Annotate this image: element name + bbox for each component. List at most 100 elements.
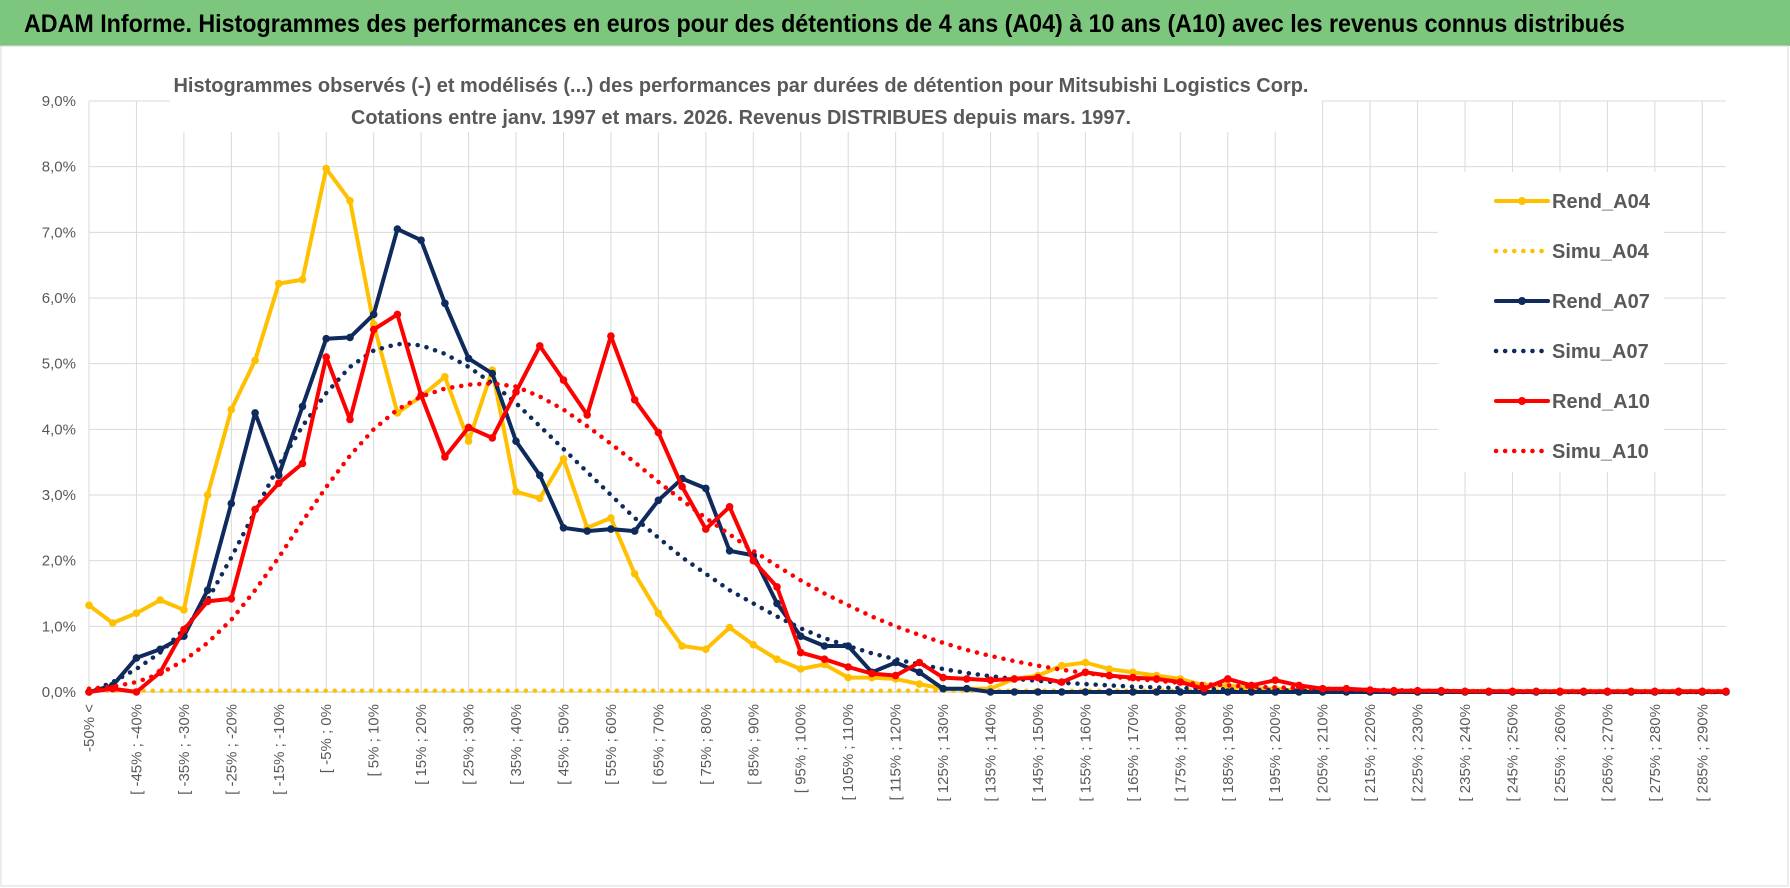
x-tick-label: [ -5% ; 0% (318, 704, 335, 773)
series-line-simu-a07 (86, 341, 1729, 695)
data-point (1247, 681, 1256, 690)
data-point (939, 673, 947, 682)
data-point (796, 648, 805, 657)
data-point (773, 655, 781, 663)
data-point (915, 680, 924, 688)
x-tick-label: [ 105% ; 110% (840, 704, 857, 800)
x-tick-label: [ 235% ; 240% (1457, 704, 1474, 802)
x-tick-label: [ 275% ; 280% (1647, 704, 1664, 802)
data-point (820, 660, 829, 669)
data-point (939, 684, 947, 693)
legend-marker (1518, 297, 1526, 305)
data-point (583, 411, 591, 419)
data-point (630, 570, 639, 578)
chart-title: Histogrammes observés (-) et modélisés (… (170, 70, 1322, 132)
y-tick-label: 7,0% (42, 224, 76, 241)
data-point (986, 688, 995, 696)
data-point (180, 606, 188, 614)
data-point (725, 547, 734, 555)
data-point (607, 332, 615, 340)
data-point (322, 353, 331, 361)
chart-title-line-1: Histogrammes observés (-) et modélisés (… (174, 75, 1309, 97)
x-tick-label: [ 185% ; 190% (1220, 704, 1237, 802)
x-tick-label: [ 195% ; 200% (1267, 704, 1284, 802)
data-point (156, 596, 164, 604)
data-point (536, 342, 544, 350)
data-point (559, 376, 568, 384)
legend-label: Rend_A10 (1552, 391, 1650, 413)
data-point (702, 484, 710, 493)
data-point (702, 645, 710, 654)
data-point (512, 437, 520, 446)
series-lines (85, 164, 1730, 696)
x-tick-label: [ -35% ; -30% (176, 704, 193, 795)
data-point (275, 471, 283, 480)
x-tick-label: [ 245% ; 250% (1504, 704, 1521, 802)
data-point (180, 625, 188, 634)
data-point (393, 310, 402, 319)
data-point (963, 684, 971, 693)
data-point (1057, 678, 1066, 686)
data-point (1152, 688, 1161, 696)
series-line-simu-a10 (86, 381, 1729, 695)
x-tick-label: [ 215% ; 220% (1362, 704, 1379, 802)
legend-background (1438, 172, 1664, 472)
data-point (108, 619, 117, 627)
y-tick-label: 4,0% (42, 421, 76, 438)
data-point (464, 354, 473, 363)
data-point (227, 595, 236, 603)
data-point (1224, 688, 1232, 696)
series-line-rend-a10 (87, 312, 1728, 694)
data-point (796, 632, 805, 640)
data-point (725, 623, 734, 632)
data-point (346, 333, 354, 342)
data-point (749, 556, 758, 565)
report-banner: ADAM Informe. Histogrammes des performan… (0, 0, 1790, 46)
data-point (654, 428, 663, 437)
legend-label: Simu_A10 (1552, 441, 1649, 463)
x-tick-label: [ 65% ; 70% (650, 704, 667, 785)
data-point (227, 405, 236, 414)
data-point (1271, 676, 1279, 684)
data-point (607, 525, 615, 533)
data-point (1224, 675, 1232, 683)
data-point (1081, 688, 1090, 696)
y-tick-label: 3,0% (42, 487, 76, 504)
data-point (536, 471, 544, 480)
data-point (678, 642, 686, 650)
data-point (1200, 684, 1208, 693)
data-point (464, 437, 473, 446)
data-point (654, 609, 663, 617)
data-point (1722, 687, 1730, 696)
data-point (346, 197, 354, 205)
data-point (986, 676, 995, 684)
data-point (630, 396, 639, 404)
x-tick-label: [ -25% ; -20% (223, 704, 240, 795)
data-point (725, 503, 734, 511)
x-tick-label: [ 85% ; 90% (745, 704, 762, 785)
legend-label: Rend_A07 (1552, 291, 1650, 313)
data-point (915, 658, 924, 667)
x-tick-label: [ -15% ; -10% (271, 704, 288, 795)
data-point (891, 671, 900, 680)
data-point (1010, 675, 1019, 683)
data-point (275, 279, 283, 288)
x-tick-label: [ 135% ; 140% (983, 704, 1000, 802)
x-tick-label: [ 25% ; 30% (461, 704, 478, 785)
data-point (85, 688, 93, 696)
data-point (1081, 658, 1090, 667)
data-point (963, 675, 971, 683)
x-tick-label: [ 145% ; 150% (1030, 704, 1047, 802)
data-point (393, 225, 402, 233)
data-point (203, 491, 212, 499)
data-point (298, 402, 307, 411)
x-tick-label: [ 15% ; 20% (413, 704, 430, 785)
data-point (678, 482, 686, 491)
legend: Rend_A04 Simu_A04 Rend_A07 Simu_A07 Rend_A10… (1438, 172, 1664, 472)
data-point (583, 527, 591, 535)
x-tick-label: [ 95% ; 100% (793, 704, 810, 793)
data-point (749, 640, 758, 649)
data-point (227, 499, 236, 508)
data-point (702, 525, 710, 533)
